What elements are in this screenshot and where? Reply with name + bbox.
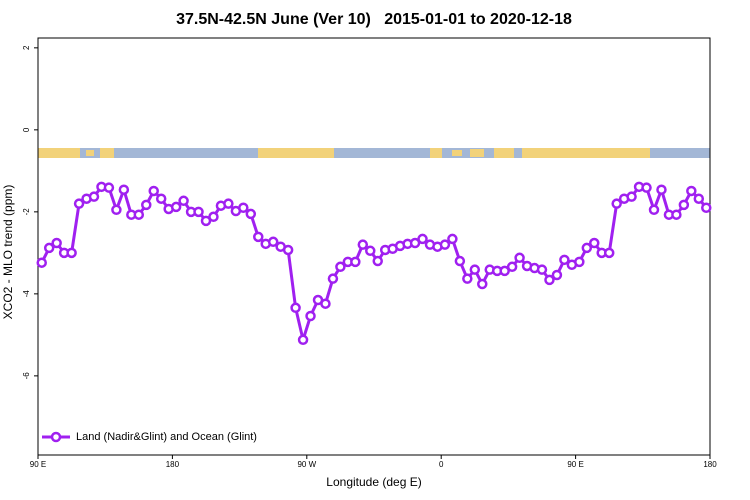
data-point [477,278,488,290]
data-point [357,239,369,250]
data-point [656,184,667,195]
data-point [88,191,100,202]
data-point [439,239,451,250]
data-point [208,211,219,223]
data-point [544,274,555,286]
y-tick-label: -4 [22,290,31,298]
legend-label: Land (Nadir&Glint) and Ocean (Glint) [76,431,257,443]
data-point [320,298,331,309]
data-point [36,257,47,268]
data-point [581,242,593,254]
y-tick-label: -6 [22,372,31,380]
data-point [141,199,152,211]
data-point [73,198,85,209]
data-point [170,201,182,213]
data-point [462,273,473,284]
data-point [409,237,421,249]
x-axis-label: Longitude (deg E) [326,475,421,489]
data-point [66,247,77,259]
x-tick-label: 180 [166,460,180,469]
legend-marker [50,431,62,443]
data-point [603,247,615,259]
data-point [223,198,234,209]
data-point [103,182,115,193]
data-point [559,254,570,266]
data-point [701,202,712,214]
data-point [514,252,525,264]
y-axis-label: XCO2 - MLO trend (ppm) [1,185,15,320]
data-point [253,231,264,243]
data-point [671,209,682,220]
data-point [155,193,167,204]
data-point [327,273,339,284]
y-tick-label: 0 [22,127,31,132]
data-point [51,237,62,249]
data-point [238,202,249,214]
data-point [267,236,279,248]
legend: Land (Nadir&Glint) and Ocean (Glint) [42,431,257,443]
data-point [641,182,652,193]
data-point [536,264,548,275]
x-tick-label: 90 E [30,460,46,469]
data-point [118,184,130,195]
data-point [43,242,55,254]
data-point [133,209,145,220]
y-tick-label: 2 [22,45,31,50]
data-point [365,245,376,257]
data-point [678,199,690,211]
x-tick-label: 0 [439,460,444,469]
data-point [282,244,294,256]
data-point [499,265,510,277]
data-point [111,204,122,216]
data-point [178,195,189,207]
data-point [350,256,361,268]
data-point [297,334,309,346]
data-point [290,302,301,314]
data-point [148,185,159,197]
data-point [551,269,563,281]
x-tick-label: 90 W [297,460,316,469]
data-point [447,233,458,245]
x-tick-label: 90 E [567,460,583,469]
data-point [648,204,660,216]
x-tick-label: 180 [703,460,717,469]
map-strip [38,148,710,158]
chart-title: 37.5N-42.5N June (Ver 10) 2015-01-01 to … [176,11,572,28]
y-tick-label: -2 [22,208,31,216]
data-point [454,255,466,267]
data-point [193,206,204,218]
data-point [626,191,637,202]
data-point [245,208,257,220]
data-point [469,264,481,275]
data-point [686,185,697,197]
data-point [506,261,518,273]
data-point [574,256,585,268]
data-point [335,261,346,273]
data-point [305,310,316,322]
data-point [611,198,622,209]
data-point [589,237,600,249]
data-point [417,233,428,245]
data-point [372,255,383,267]
plot-frame [37,37,711,456]
data-point [693,193,705,204]
data-point [200,215,212,227]
